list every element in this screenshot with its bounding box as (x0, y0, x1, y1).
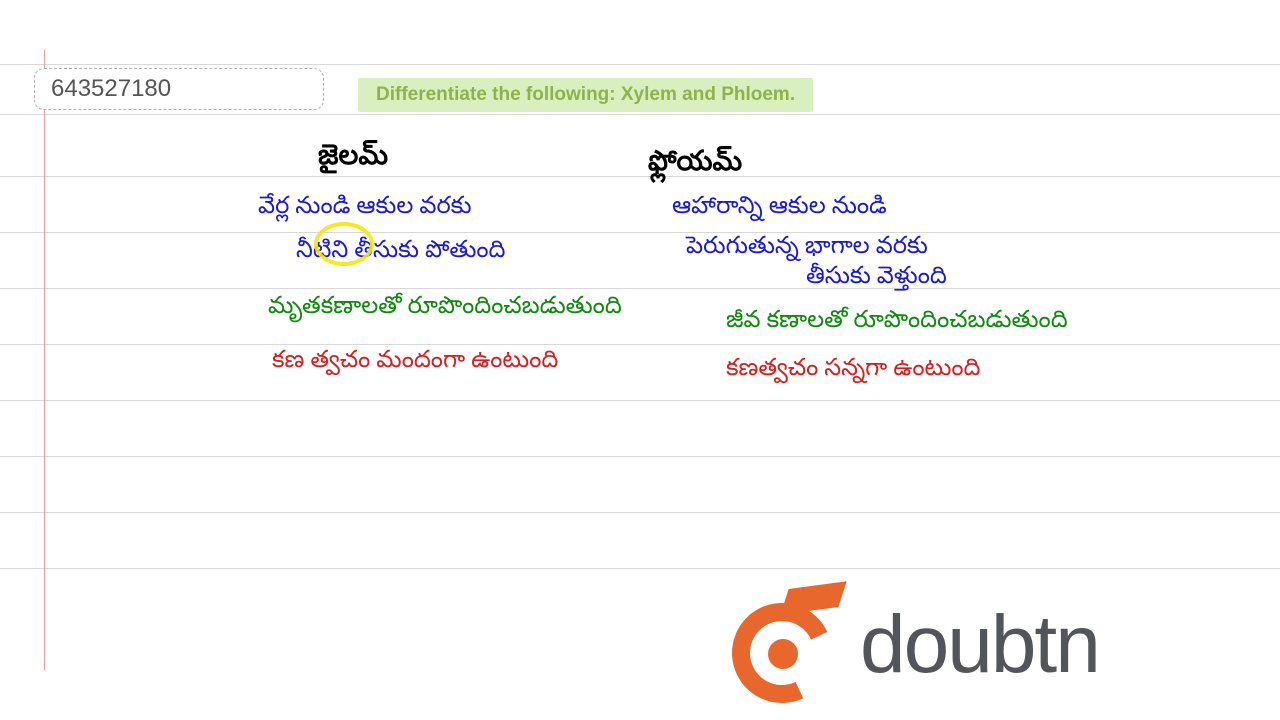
left-red-line: కణ త్వచం మందంగా ఉంటుంది (272, 346, 558, 379)
highlight-circle (314, 222, 374, 266)
right-blue-line3: తీసుకు వెళ్తుంది (806, 262, 947, 295)
left-header: జైలమ్ (318, 140, 388, 178)
right-green-line: జీవ కణాలతో రూపొందించబడుతుంది (726, 306, 1068, 339)
right-header: ఫ్లోయమ్ (648, 146, 742, 184)
margin-line (44, 50, 45, 670)
right-blue-line1: ఆహారాన్ని ఆకుల నుండి (672, 192, 887, 225)
question-id: 643527180 (51, 75, 171, 103)
question-text: Differentiate the following: Xylem and P… (376, 84, 795, 105)
question-text-box: Differentiate the following: Xylem and P… (358, 78, 813, 112)
left-green-line: మృతకణాలతో రూపొందించబడుతుంది (268, 292, 622, 325)
question-id-box: 643527180 (34, 68, 324, 110)
brand-logo-text: doubtn (860, 598, 1099, 692)
brand-logo: doubtn (720, 570, 1280, 720)
right-red-line: కణత్వచం సన్నగా ఉంటుంది (726, 354, 981, 387)
right-blue-line2: పెరుగుతున్న భాగాల వరకు (686, 232, 928, 265)
left-blue-line1: వేర్ల నుండి ఆకుల వరకు (258, 192, 472, 225)
brand-logo-icon (732, 585, 852, 705)
